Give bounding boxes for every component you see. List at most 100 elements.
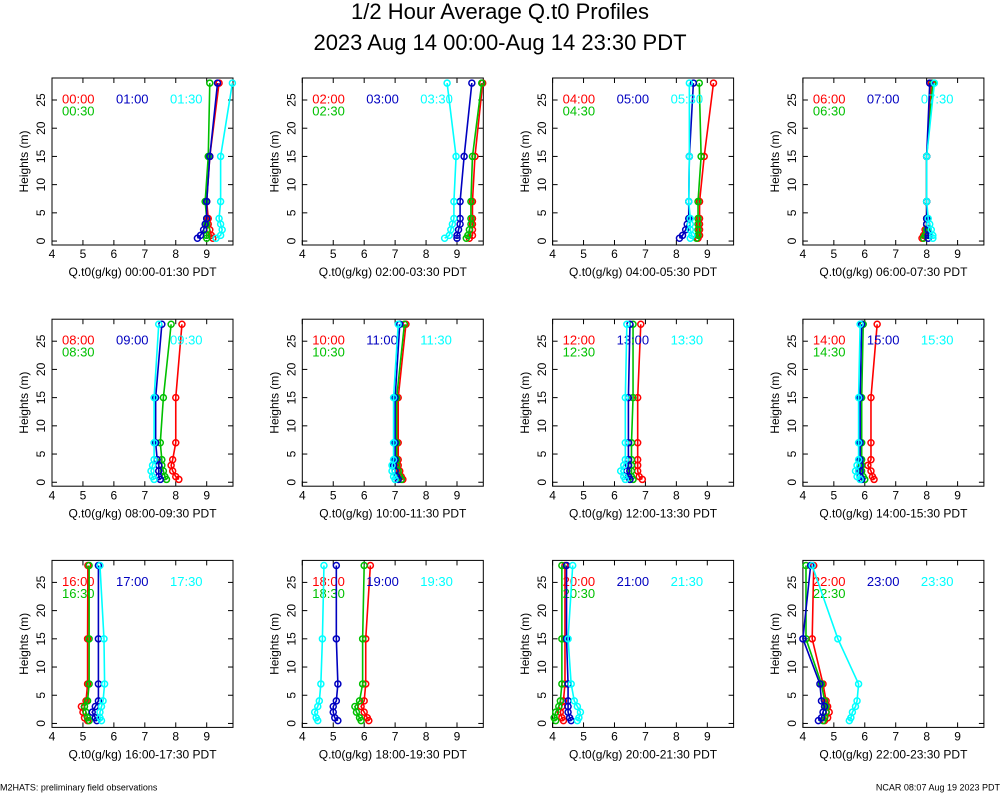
profile-point <box>820 702 829 711</box>
footer-right: NCAR 08:07 Aug 19 2023 PDT <box>876 782 1000 792</box>
legend-label: 07:00 <box>867 91 900 106</box>
profile-point <box>867 455 875 464</box>
x-tick-label: 6 <box>361 488 368 502</box>
profile-point <box>460 152 468 161</box>
plot-frame <box>802 318 985 487</box>
y-tick-label: 10 <box>785 178 799 192</box>
profile-point <box>360 697 368 705</box>
x-tick-label: 9 <box>954 488 961 502</box>
y-axis-label: Heights (m) <box>267 372 281 434</box>
y-tick-label: 15 <box>284 632 298 646</box>
y-tick-label: 0 <box>785 479 799 486</box>
profile-point <box>468 79 476 87</box>
profile-point <box>196 231 205 240</box>
profile-point <box>873 320 881 329</box>
profile-point <box>202 214 211 223</box>
legend-label: 19:30 <box>420 574 453 589</box>
profile-point <box>310 708 319 716</box>
x-axis-label: Q.t0(g/kg) 08:00-09:30 PDT <box>68 506 217 520</box>
x-tick-label: 4 <box>800 730 807 744</box>
footer-left: M2HATS: preliminary field observations <box>0 782 158 792</box>
y-tick-label: 5 <box>284 450 298 457</box>
y-tick-label: 20 <box>34 362 48 376</box>
x-tick-label: 6 <box>111 730 118 744</box>
profile-point <box>623 320 631 329</box>
x-tick-label: 9 <box>203 488 210 502</box>
profile-point <box>467 214 475 223</box>
y-axis-label: Heights (m) <box>518 372 532 434</box>
legend-label: 22:30 <box>813 586 846 601</box>
y-tick-label: 25 <box>535 334 549 348</box>
panel: 4 5 6 7 8 9 0 5 10 15 20 25 Q.t0(g/kg) 10:00-11:30 P… <box>267 318 484 520</box>
profile-point <box>453 234 461 242</box>
profile-point <box>576 708 585 716</box>
panel: 4 5 6 7 8 9 0 5 10 15 20 25 Q.t0(g/kg) 14:00-15:30 P… <box>768 318 985 520</box>
profile-point <box>99 697 107 705</box>
panel: 4 5 6 7 8 9 0 5 10 15 20 25 Q.t0(g/kg) 16:00-17:30 P… <box>17 559 234 762</box>
legend-label: 05:30 <box>671 91 704 106</box>
legend-label: 21:30 <box>671 574 704 589</box>
x-tick-label: 4 <box>299 488 306 502</box>
profile-point <box>854 455 863 464</box>
y-tick-label: 5 <box>535 209 549 216</box>
y-tick-label: 10 <box>34 660 48 674</box>
profile-point <box>167 320 175 329</box>
legend-label: 15:30 <box>921 333 954 348</box>
profile-point <box>358 635 367 643</box>
legend-label: 16:00 <box>62 574 95 589</box>
y-tick-label: 25 <box>34 575 48 589</box>
x-tick-label: 4 <box>549 730 556 744</box>
y-tick-label: 0 <box>535 237 549 244</box>
profile-point <box>213 79 222 87</box>
profile-point <box>332 561 341 570</box>
profile-point <box>834 635 842 643</box>
y-tick-label: 10 <box>284 660 298 674</box>
y-tick-label: 10 <box>34 178 48 192</box>
y-tick-label: 25 <box>284 334 298 348</box>
y-tick-label: 0 <box>34 237 48 244</box>
y-tick-label: 20 <box>34 121 48 135</box>
legend-label: 11:30 <box>420 333 452 348</box>
y-tick-label: 0 <box>785 237 799 244</box>
y-tick-label: 20 <box>34 604 48 618</box>
x-tick-label: 9 <box>954 247 961 261</box>
profile-point <box>853 697 861 705</box>
x-axis-label: Q.t0(g/kg) 16:00-17:30 PDT <box>68 748 217 762</box>
x-tick-label: 9 <box>454 488 461 502</box>
y-tick-label: 5 <box>34 209 48 216</box>
y-tick-label: 25 <box>785 334 799 348</box>
y-tick-label: 15 <box>284 149 298 163</box>
y-tick-label: 5 <box>284 209 298 216</box>
legend-label: 20:30 <box>563 586 596 601</box>
y-tick-label: 5 <box>535 692 549 699</box>
y-tick-label: 0 <box>284 479 298 486</box>
profile-point <box>355 697 364 705</box>
y-tick-label: 20 <box>785 604 799 618</box>
x-tick-label: 6 <box>111 488 118 502</box>
plot-frame <box>51 77 234 246</box>
profile-point <box>626 320 634 329</box>
y-tick-label: 25 <box>535 575 549 589</box>
profile-point <box>929 234 937 242</box>
profile-point <box>320 561 328 570</box>
y-tick-label: 20 <box>284 121 298 135</box>
x-tick-label: 5 <box>830 488 837 502</box>
y-tick-label: 15 <box>34 632 48 646</box>
x-tick-label: 8 <box>423 247 430 261</box>
x-tick-label: 7 <box>642 488 649 502</box>
profile-point <box>621 393 630 402</box>
x-tick-label: 4 <box>299 730 306 744</box>
legend-label: 08:00 <box>62 333 95 348</box>
profile-point <box>620 472 628 481</box>
x-axis-label: Q.t0(g/kg) 06:00-07:30 PDT <box>819 265 968 279</box>
y-tick-label: 25 <box>34 93 48 107</box>
profile-point <box>178 320 186 329</box>
y-tick-label: 10 <box>535 419 549 433</box>
plot-frame <box>552 318 735 487</box>
panel: 4 5 6 7 8 9 0 5 10 15 20 25 Q.t0(g/kg) 18:00-19:30 P… <box>267 559 484 762</box>
profile-point <box>697 152 705 161</box>
legend-label: 03:30 <box>420 91 453 106</box>
profile-point <box>91 714 100 722</box>
profile-point <box>808 561 816 570</box>
profile-point <box>96 561 104 570</box>
